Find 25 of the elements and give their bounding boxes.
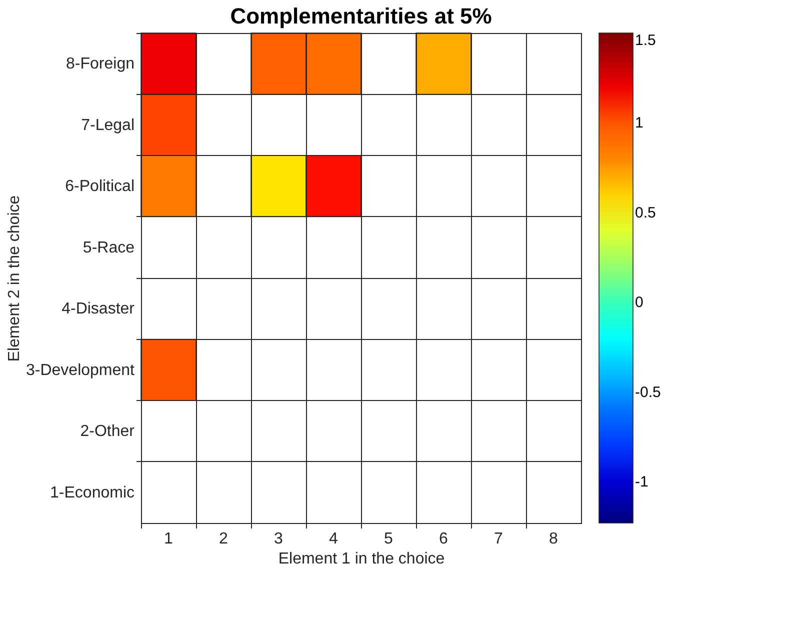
x-tick-label: 2 — [219, 530, 228, 548]
chart-title: Complementarities at 5% — [230, 4, 492, 28]
color-bar-label: 1.5 — [635, 32, 656, 49]
y-tick-label: 3-Development — [26, 362, 136, 379]
color-bar-label: 0 — [635, 294, 644, 312]
x-tick-label: 8 — [549, 530, 558, 548]
x-tick-label: 7 — [494, 530, 504, 548]
y-tick-label: 8-Foreign — [66, 56, 134, 73]
y-tick-label: 6-Political — [65, 178, 134, 196]
x-axis-title: Element 1 in the choice — [278, 550, 445, 568]
color-bar-label: 0.5 — [635, 204, 656, 222]
x-tick-label: 1 — [164, 530, 174, 548]
y-tick-label: 2-Other — [80, 423, 136, 440]
x-tick-label: 4 — [329, 530, 338, 548]
color-bar-label: -1 — [635, 474, 648, 491]
x-tick-label: 3 — [274, 530, 284, 548]
y-tick-label: 5-Race — [82, 239, 135, 256]
x-tick-label: 6 — [439, 530, 448, 548]
y-axis-title: Element 2 in the choice — [6, 195, 23, 362]
y-tick-label: 7-Legal — [81, 116, 134, 134]
x-tick-label: 5 — [384, 530, 394, 548]
y-tick-label: 4-Disaster — [62, 300, 136, 318]
y-tick-label: 1-Economic — [50, 484, 134, 502]
color-bar-label: 1 — [635, 114, 644, 132]
color-bar-label: -0.5 — [635, 384, 661, 401]
